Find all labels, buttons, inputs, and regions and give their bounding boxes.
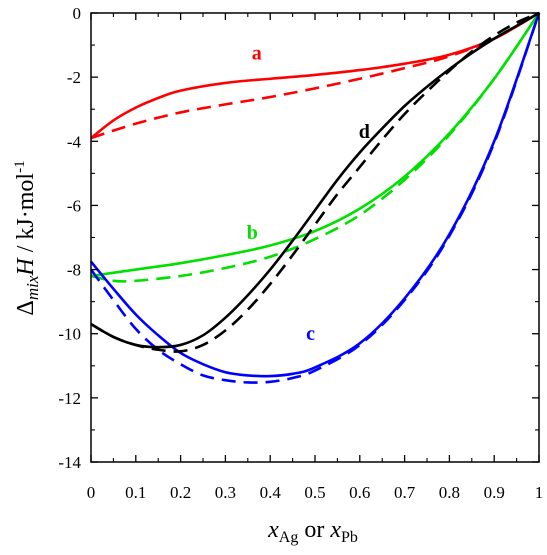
x-tick-label: 0.8 (439, 483, 460, 502)
x-axis-title-var-2: x (329, 517, 341, 543)
x-axis-title-var-1: x (267, 517, 279, 543)
y-axis-title-units: / kJ·mol (13, 173, 39, 259)
x-axis-title-sub-1: Ag (279, 529, 299, 546)
y-axis-title-sub: mix (23, 275, 42, 300)
series-3-dashed-line (90, 12, 541, 283)
x-tick-label: 0.6 (349, 483, 370, 502)
x-axis-title: xAg or xPb (267, 517, 358, 546)
axes-layer: 0 0.1 0.2 0.3 0.4 0.5 0.6 0.7 0.8 0.9 1 0 -2 -4 -6 -8 -1… (58, 4, 543, 502)
x-tick-label: 0.4 (260, 483, 282, 502)
x-tick-label: 0.3 (215, 483, 236, 502)
plot-frame (90, 12, 540, 463)
series-7-dashed-line (90, 11, 540, 353)
x-tick-label: 0.5 (304, 483, 325, 502)
x-axis-title-mid: or (298, 517, 330, 543)
y-tick-label: -12 (58, 389, 81, 408)
y-tick-label: -2 (67, 68, 81, 87)
y-tick-label: -6 (67, 196, 81, 215)
series-d-line (90, 11, 540, 349)
series-label-c: c (306, 323, 315, 345)
series-label-d: d (359, 121, 370, 143)
y-tick-label: -14 (58, 453, 81, 472)
y-tick-label: -4 (67, 132, 82, 151)
x-tick-label: 0.7 (394, 483, 416, 502)
y-tick-label: 0 (73, 4, 82, 23)
series-label-a: a (252, 43, 262, 65)
y-axis-title-sup: -1 (12, 160, 28, 173)
x-tick-label: 0 (87, 483, 96, 502)
y-axis-title: ΔmixH / kJ·mol-1 (12, 160, 42, 315)
series-label-b: b (247, 222, 258, 244)
x-tick-label: 0.1 (125, 483, 146, 502)
series-5-dashed-line (89, 12, 541, 384)
y-axis-title-h: H (13, 257, 39, 277)
x-tick-label: 0.9 (484, 483, 505, 502)
y-tick-label: -8 (67, 261, 81, 280)
y-axis-title-delta: Δ (13, 300, 39, 315)
y-tick-label: -10 (58, 325, 81, 344)
x-axis-title-sub-2: Pb (341, 529, 358, 546)
labels-layer: a b c d (247, 43, 370, 346)
series-a-line (90, 11, 540, 140)
series-b-line (90, 12, 541, 278)
series-layer (89, 11, 541, 384)
series-1-dashed-line (90, 11, 540, 140)
x-tick-label: 1 (535, 483, 544, 502)
x-tick-label: 0.2 (170, 483, 191, 502)
